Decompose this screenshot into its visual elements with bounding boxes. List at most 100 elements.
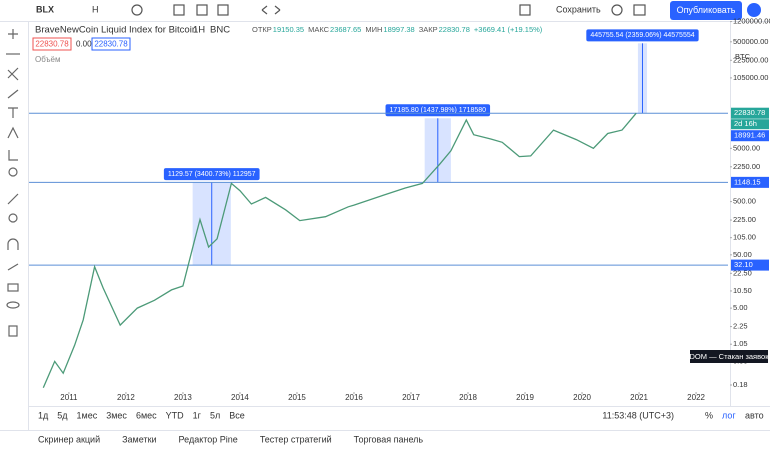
visibility-tool[interactable] (6, 301, 20, 309)
level-label: 32.10 (734, 260, 753, 269)
ohlc-label: МИН (365, 25, 382, 34)
drawing-tools (6, 29, 20, 337)
x-tick-label: 2018 (459, 393, 477, 402)
y-tick-label: 500000.00 (733, 37, 768, 46)
chart-interval: 1H (193, 25, 205, 36)
prev-close-bg (731, 130, 769, 142)
volume-label: Объём (35, 55, 61, 64)
level-label-bg (731, 107, 769, 119)
tooltip-bg (690, 350, 768, 363)
text-tool[interactable] (8, 107, 18, 118)
clock: 11:53:48 (UTC+3) (602, 410, 674, 420)
x-tick-label: 2016 (345, 393, 363, 402)
x-tick-label: 2015 (288, 393, 306, 402)
x-tick-label: 2011 (60, 393, 78, 402)
bottom-tab[interactable]: Торговая панель (354, 434, 424, 444)
range-button[interactable]: YTD (166, 410, 185, 420)
ohlc-label: МАКС (308, 25, 330, 34)
level-label: 1148.15 (734, 177, 761, 186)
buy-price: 22830.78 (94, 40, 128, 49)
ohlc-value: 22830.78 (439, 25, 470, 34)
buy-box[interactable] (91, 37, 131, 51)
save-button[interactable]: Сохранить (556, 4, 601, 14)
measure-label: 1129.57 (3400.73%) 112957 (168, 171, 256, 178)
layout-icon[interactable] (196, 4, 208, 16)
range-button[interactable]: 1г (193, 410, 202, 420)
measure-label-bg (163, 168, 260, 181)
bottom-tab[interactable]: Редактор Pine (179, 434, 238, 444)
y-tick-label: 225.00 (733, 215, 756, 224)
bottom: 1д 5д 1мес 3мес 6мес YTD 1г 5л Все% лог авто Скрине… (38, 410, 764, 444)
bottom-tab[interactable]: Тестер стратегий (260, 434, 332, 444)
range-button[interactable]: 5д (57, 410, 68, 420)
scale-option[interactable]: авто (745, 410, 764, 420)
y-tick-label: 1.05 (733, 339, 748, 348)
countdown-bg (731, 119, 769, 130)
y-tick-label: 5000.00 (733, 143, 760, 152)
scale-option[interactable]: лог (722, 410, 736, 420)
y-tick-label: 50.00 (733, 250, 752, 259)
measure-label: 17185.80 (1437.98%) 1718580 (390, 107, 487, 114)
y-tick-label: 500.00 (733, 197, 756, 206)
sell-price: 22830.78 (35, 40, 69, 49)
y-tick-label: 5.00 (733, 303, 748, 312)
scale-option[interactable]: % (705, 410, 713, 420)
cross-tool[interactable] (8, 29, 18, 39)
measure-tool[interactable] (8, 150, 18, 161)
lock-draw-tool[interactable] (7, 263, 19, 271)
replay-button[interactable] (747, 3, 761, 17)
x-tick-label: 2021 (630, 393, 648, 402)
bottom-tab[interactable]: Заметки (122, 434, 156, 444)
settings-icon[interactable] (611, 4, 623, 16)
camera-icon[interactable] (633, 4, 646, 16)
y-tick-label: 105000.00 (733, 73, 768, 82)
magnet-tool[interactable] (7, 238, 19, 250)
change: +3669.41 (+19.15%) (474, 25, 543, 34)
trash-tool[interactable] (8, 325, 18, 337)
ruler-tool[interactable] (7, 193, 19, 205)
bottom-tab[interactable]: Скринер акций (38, 434, 100, 444)
x-tick-label: 2022 (687, 393, 705, 402)
x-tick-label: 2019 (516, 393, 534, 402)
y-tick-label: 1200000.00 (733, 17, 770, 26)
undo-icon[interactable] (261, 5, 281, 15)
ohlc: ОТКР 19150.35 МАКС 23687.65 МИН 18997.38 ЗАКР 2… (252, 25, 543, 34)
tooltip: DOM — Стакан заявок (690, 352, 770, 361)
range-button[interactable]: 5л (210, 410, 220, 420)
emoji-tool[interactable] (8, 167, 18, 177)
alert-icon[interactable] (217, 4, 229, 16)
ohlc-value: 19150.35 (273, 25, 304, 34)
publish-button[interactable] (670, 1, 742, 20)
zoom-tool[interactable] (8, 213, 18, 223)
interval[interactable]: H (92, 4, 99, 14)
y-tick-label: 0.18 (733, 380, 748, 389)
range-button[interactable]: 6мес (136, 410, 157, 420)
symbol[interactable]: BLX (36, 4, 54, 14)
ohlc-value: 23687.65 (330, 25, 361, 34)
publish-label: Опубликовать (677, 5, 736, 15)
ohlc-label: ОТКР (252, 25, 272, 34)
fullscreen-icon[interactable] (519, 4, 531, 16)
range-button[interactable]: 3мес (106, 410, 127, 420)
chart-exchange: BNC (210, 25, 230, 36)
y-tick-label: 2250.00 (733, 162, 760, 171)
add-icon[interactable] (131, 4, 143, 16)
price-line (42, 112, 637, 388)
range-button[interactable]: 1д (38, 410, 49, 420)
x-tick-label: 2012 (117, 393, 135, 402)
level-label-bg (731, 259, 769, 271)
measure-label-bg (586, 29, 699, 42)
pen-tool[interactable] (7, 89, 19, 99)
fib-tool[interactable] (7, 67, 19, 81)
indicator-icon[interactable] (173, 4, 185, 16)
sell-box[interactable] (32, 37, 72, 51)
lock-tool[interactable] (7, 283, 19, 292)
range-button[interactable]: 1мес (77, 410, 98, 420)
currency: BTC (735, 52, 751, 61)
chart-title: BraveNewCoin Liquid Index for Bitcoin (35, 25, 197, 36)
y-tick-label: 225000.00 (733, 55, 768, 64)
range-button[interactable]: Все (229, 410, 245, 420)
level-label: 22830.78 (734, 108, 765, 117)
pattern-tool[interactable] (7, 126, 19, 139)
